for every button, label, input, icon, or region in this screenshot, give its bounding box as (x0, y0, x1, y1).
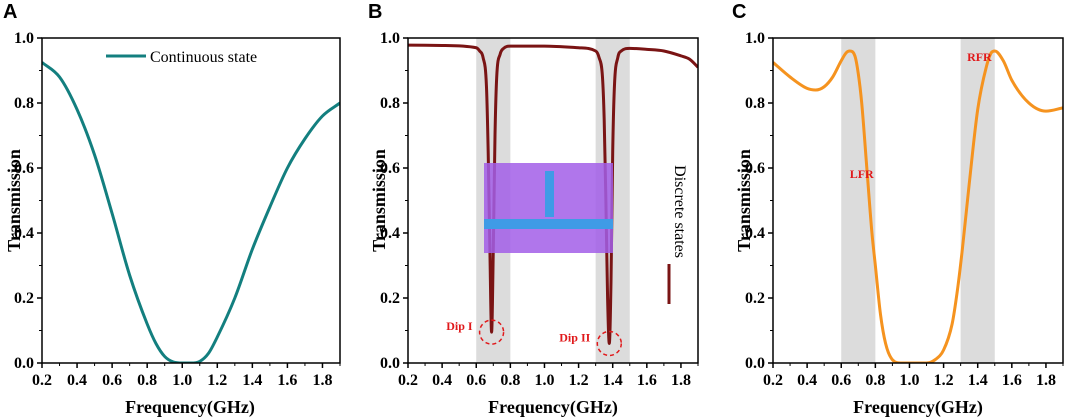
panel-c-y-tick-label: 0.0 (745, 355, 765, 372)
panel-b-x-tick-label: 1.4 (603, 372, 623, 389)
panel-c-chart: 0.2 0.4 0.6 0.8 1.0 1.2 1.4 1.6 1.80.00.20.40.60… (734, 30, 1064, 418)
panel-a-x-axis-title: Frequency(GHz) (125, 397, 255, 418)
legend-b: Discrete states (667, 165, 688, 304)
panel-b-dip-label-1: Dip I (446, 319, 473, 333)
panel-a-x-tick-label: 1.2 (207, 372, 227, 389)
panel-a-chart: 0.2 0.4 0.6 0.8 1.0 1.2 1.4 1.6 1.80.00.20.40.60… (4, 30, 341, 418)
panel-c-x-tick-label: 1.4 (968, 372, 988, 389)
panel-letter-b: B (368, 1, 382, 23)
panel-b-dip-marker-2 (596, 330, 623, 357)
panel-a-x-tick-label: 1.0 (172, 372, 192, 389)
panel-c-x-tick-label: 1.6 (1002, 372, 1022, 389)
panel-b-y-tick-label: 0.4 (380, 225, 400, 242)
panel-c-x-axis-title: Frequency(GHz) (853, 397, 983, 418)
panel-c-series-line (773, 49, 1063, 363)
panel-c-annotation-rfr: RFR (967, 50, 992, 64)
legend-b-label: Discrete states (671, 165, 688, 258)
panel-b-series-line (408, 43, 698, 345)
panel-c-y-axis-title: Transmission (734, 149, 754, 252)
panel-b-x-tick-label: 0.8 (500, 372, 520, 389)
panel-b-y-tick-label: 0.2 (380, 290, 400, 307)
panel-a-y-tick-label: 0.4 (14, 225, 34, 242)
panel-a-y-tick-label: 0.6 (14, 160, 34, 177)
panel-c-x-tick-label: 0.4 (797, 372, 817, 389)
legend-a: Continuous state (106, 49, 257, 66)
legend-a-label: Continuous state (150, 49, 257, 66)
panel-c-x-tick-label: 1.0 (899, 372, 919, 389)
panel-a-x-tick-label: 1.6 (277, 372, 297, 389)
panel-c-axes-frame (772, 37, 1064, 364)
panel-a-y-tick-label: 0.0 (14, 355, 34, 372)
panel-c-y-tick-label: 1.0 (745, 30, 765, 47)
panel-c-y-tick-label: 0.8 (745, 95, 765, 112)
panel-a-series-line (42, 61, 340, 363)
panel-b-x-tick-label: 1.8 (671, 372, 691, 389)
panel-letter-c: C (732, 1, 746, 23)
panel-a-x-tick-label: 0.6 (102, 372, 122, 389)
panel-b-y-tick-label: 1.0 (380, 30, 400, 47)
panel-a-y-tick-label: 1.0 (14, 30, 34, 47)
panel-a-y-axis-title: Transmission (4, 149, 24, 252)
panel-c-annotation-lfr: LFR (850, 167, 874, 181)
panel-b-x-tick-label: 0.6 (466, 372, 486, 389)
panel-c-x-tick-label: 0.8 (865, 372, 885, 389)
panel-b-x-tick-label: 1.6 (637, 372, 657, 389)
panel-c-x-tick-label: 0.6 (831, 372, 851, 389)
inset-horizontal-strip (484, 219, 613, 229)
inset-vertical-stub (545, 171, 554, 217)
panel-c-x-tick-label: 0.2 (763, 372, 783, 389)
panel-a-y-tick-label: 0.8 (14, 95, 34, 112)
panel-b-y-tick-label: 0.0 (380, 355, 400, 372)
unit-cell-inset (484, 163, 613, 253)
panel-c-x-tick-label: 1.2 (934, 372, 954, 389)
panel-c-y-tick-label: 0.2 (745, 290, 765, 307)
panel-b-y-tick-label: 0.8 (380, 95, 400, 112)
panel-b-x-axis-title: Frequency(GHz) (488, 397, 618, 418)
panel-b-y-axis-title: Transmission (369, 149, 389, 252)
panel-b-dip-marker-1 (478, 319, 505, 345)
panel-a-x-tick-label: 1.4 (242, 372, 262, 389)
panel-c-y-tick-label: 0.4 (745, 225, 765, 242)
panel-a-x-tick-label: 1.8 (312, 372, 332, 389)
panel-a-axes-frame (41, 37, 341, 364)
panel-c-y-tick-label: 0.6 (745, 160, 765, 177)
panel-c-shaded-band-2 (960, 38, 995, 363)
panel-b-x-tick-label: 1.0 (534, 372, 554, 389)
panel-letter-a: A (3, 1, 17, 23)
panel-a-x-tick-label: 0.2 (32, 372, 52, 389)
panel-b-x-tick-label: 0.4 (432, 372, 452, 389)
panel-a-x-tick-label: 0.4 (67, 372, 87, 389)
panel-a-y-tick-label: 0.2 (14, 290, 34, 307)
panel-b-x-tick-label: 1.2 (569, 372, 589, 389)
panel-a-x-tick-label: 0.8 (137, 372, 157, 389)
panel-b-chart: 0.2 0.4 0.6 0.8 1.0 1.2 1.4 1.6 1.80.00.20.40.60… (369, 30, 699, 418)
panel-b-x-tick-label: 0.2 (398, 372, 418, 389)
panel-b-dip-label-2: Dip II (559, 331, 590, 345)
panel-c-x-tick-label: 1.8 (1036, 372, 1056, 389)
panel-b-y-tick-label: 0.6 (380, 160, 400, 177)
